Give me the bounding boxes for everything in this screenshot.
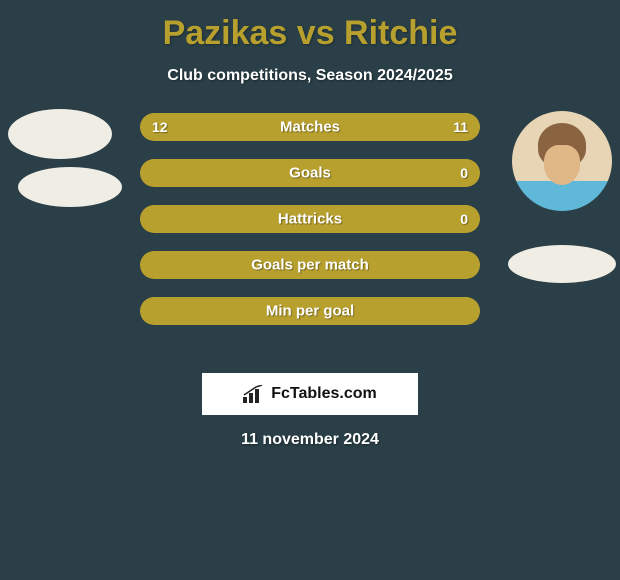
date-label: 11 november 2024 bbox=[0, 431, 620, 449]
bar-value-right: 0 bbox=[460, 211, 468, 227]
player-left-avatar-1 bbox=[8, 109, 112, 159]
bar-value-left: 12 bbox=[152, 119, 168, 135]
player-right-avatar bbox=[512, 111, 612, 211]
logo-text: FcTables.com bbox=[271, 385, 377, 403]
stat-bar: Matches 12 11 bbox=[140, 113, 480, 141]
player-right-team-badge bbox=[508, 245, 616, 283]
stat-bar: Goals 0 bbox=[140, 159, 480, 187]
logo-icon bbox=[243, 385, 265, 403]
bar-label: Min per goal bbox=[266, 303, 354, 320]
bar-label: Goals bbox=[289, 165, 331, 182]
page-title: Pazikas vs Ritchie bbox=[0, 0, 620, 53]
stat-bar: Hattricks 0 bbox=[140, 205, 480, 233]
bar-label: Matches bbox=[280, 119, 340, 136]
page-subtitle: Club competitions, Season 2024/2025 bbox=[0, 67, 620, 85]
comparison-area: Matches 12 11 Goals 0 Hattricks 0 Goals per mat… bbox=[0, 113, 620, 373]
bar-value-right: 11 bbox=[453, 119, 468, 135]
stat-bar: Min per goal bbox=[140, 297, 480, 325]
bar-value-right: 0 bbox=[460, 165, 468, 181]
player-left-avatar-2 bbox=[18, 167, 122, 207]
comparison-bars: Matches 12 11 Goals 0 Hattricks 0 Goals per mat… bbox=[140, 113, 480, 343]
bar-label: Hattricks bbox=[278, 211, 342, 228]
stat-bar: Goals per match bbox=[140, 251, 480, 279]
logo-box: FcTables.com bbox=[202, 373, 418, 415]
bar-label: Goals per match bbox=[251, 257, 369, 274]
